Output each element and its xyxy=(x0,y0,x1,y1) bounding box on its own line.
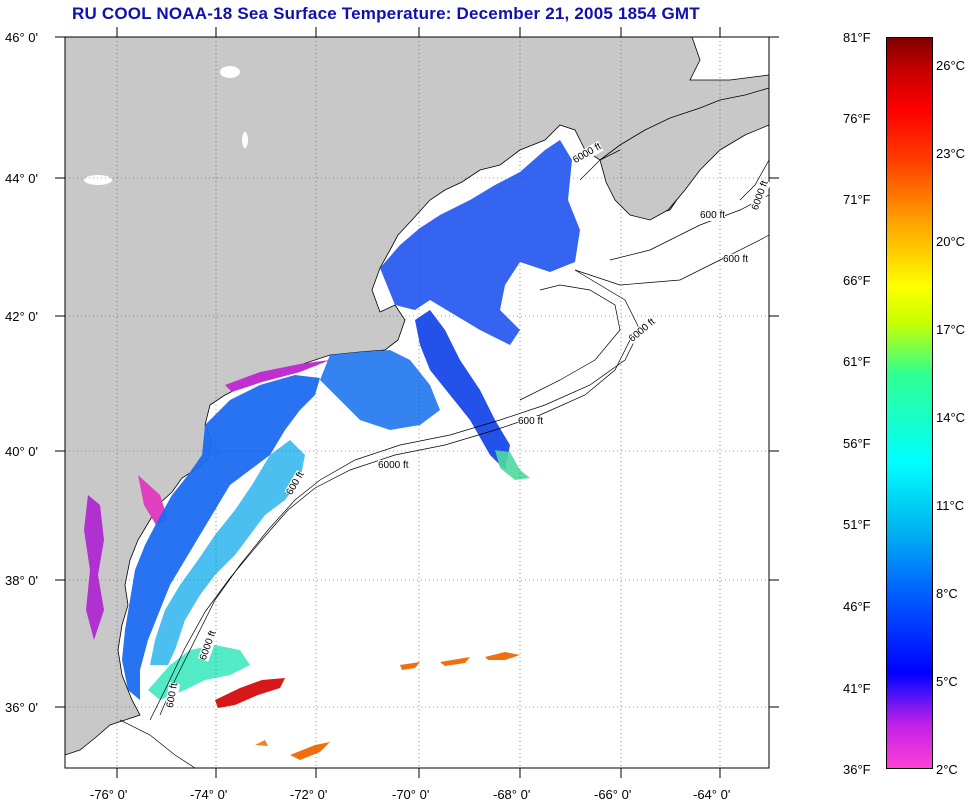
colorbar-f-label: 46°F xyxy=(843,599,871,614)
sst-southern-new-england xyxy=(320,350,440,430)
colorbar-f-label: 71°F xyxy=(843,192,871,207)
colorbar-c-label: 2°C xyxy=(936,762,958,777)
colorbar-c-label: 5°C xyxy=(936,674,958,689)
graticule xyxy=(65,37,769,768)
sst-georges-patch xyxy=(495,450,530,480)
colorbar-f-label: 76°F xyxy=(843,111,871,126)
chesapeake-bay xyxy=(84,495,104,640)
lon-label-74: -74° 0' xyxy=(190,787,228,802)
colorbar-f-label: 51°F xyxy=(843,517,871,532)
sst-hot-patch-4 xyxy=(440,657,470,666)
sst-outer-shelf xyxy=(150,440,305,665)
lon-label-66: -66° 0' xyxy=(594,787,632,802)
long-island-sound xyxy=(225,360,330,392)
lon-label-76: -76° 0' xyxy=(90,787,128,802)
colorbar-f-label: 56°F xyxy=(843,436,871,451)
colorbar-c-label: 11°C xyxy=(936,498,965,513)
colorbar-f-label: 66°F xyxy=(843,273,871,288)
lat-label-46: 46° 0' xyxy=(5,30,38,45)
sst-gulf-of-maine xyxy=(380,140,580,345)
lat-label-38: 38° 0' xyxy=(5,573,38,588)
contour-label: 600 ft xyxy=(723,254,749,265)
colorbar-c-label: 23°C xyxy=(936,146,966,161)
lon-label-68: -68° 0' xyxy=(493,787,531,802)
colorbar-f-label: 81°F xyxy=(843,30,871,45)
colorbar-c-label: 20°C xyxy=(936,234,966,249)
lat-label-40: 40° 0' xyxy=(5,444,38,459)
colorbar-f-label: 36°F xyxy=(843,762,871,777)
sst-hot-patch-1 xyxy=(215,678,285,708)
sst-hot-patch-5 xyxy=(485,652,520,660)
contour-label: 6000 ft xyxy=(378,460,409,471)
colorbar-c-label: 8°C xyxy=(936,586,958,601)
sst-mid-atlantic-shelf xyxy=(122,375,320,700)
land-nova-scotia xyxy=(599,87,770,221)
map-title: RU COOL NOAA-18 Sea Surface Temperature:… xyxy=(72,4,700,23)
axis-ticks xyxy=(55,27,779,778)
temperature-colorbar xyxy=(886,37,933,769)
lat-label-44: 44° 0' xyxy=(5,171,38,186)
lat-label-42: 42° 0' xyxy=(5,309,38,324)
sst-hot-patch-3 xyxy=(400,662,420,670)
contour-label: 600 ft xyxy=(518,416,544,427)
delaware-bay xyxy=(138,475,168,525)
colorbar-f-label: 41°F xyxy=(843,681,871,696)
colorbar-c-label: 14°C xyxy=(936,410,966,425)
sst-hot-patch-2 xyxy=(290,742,330,760)
lon-label-64: -64° 0' xyxy=(693,787,731,802)
colorbar-c-label: 17°C xyxy=(936,322,966,337)
colorbar-f-label: 61°F xyxy=(843,354,871,369)
sst-hot-patch-6 xyxy=(255,740,268,746)
lon-label-72: -72° 0' xyxy=(290,787,328,802)
lat-label-36: 36° 0' xyxy=(5,700,38,715)
sst-cape-cod-channel xyxy=(415,310,510,470)
contour-label: 600 ft xyxy=(700,210,726,221)
lon-label-70: -70° 0' xyxy=(392,787,430,802)
colorbar-c-label: 26°C xyxy=(936,58,966,73)
